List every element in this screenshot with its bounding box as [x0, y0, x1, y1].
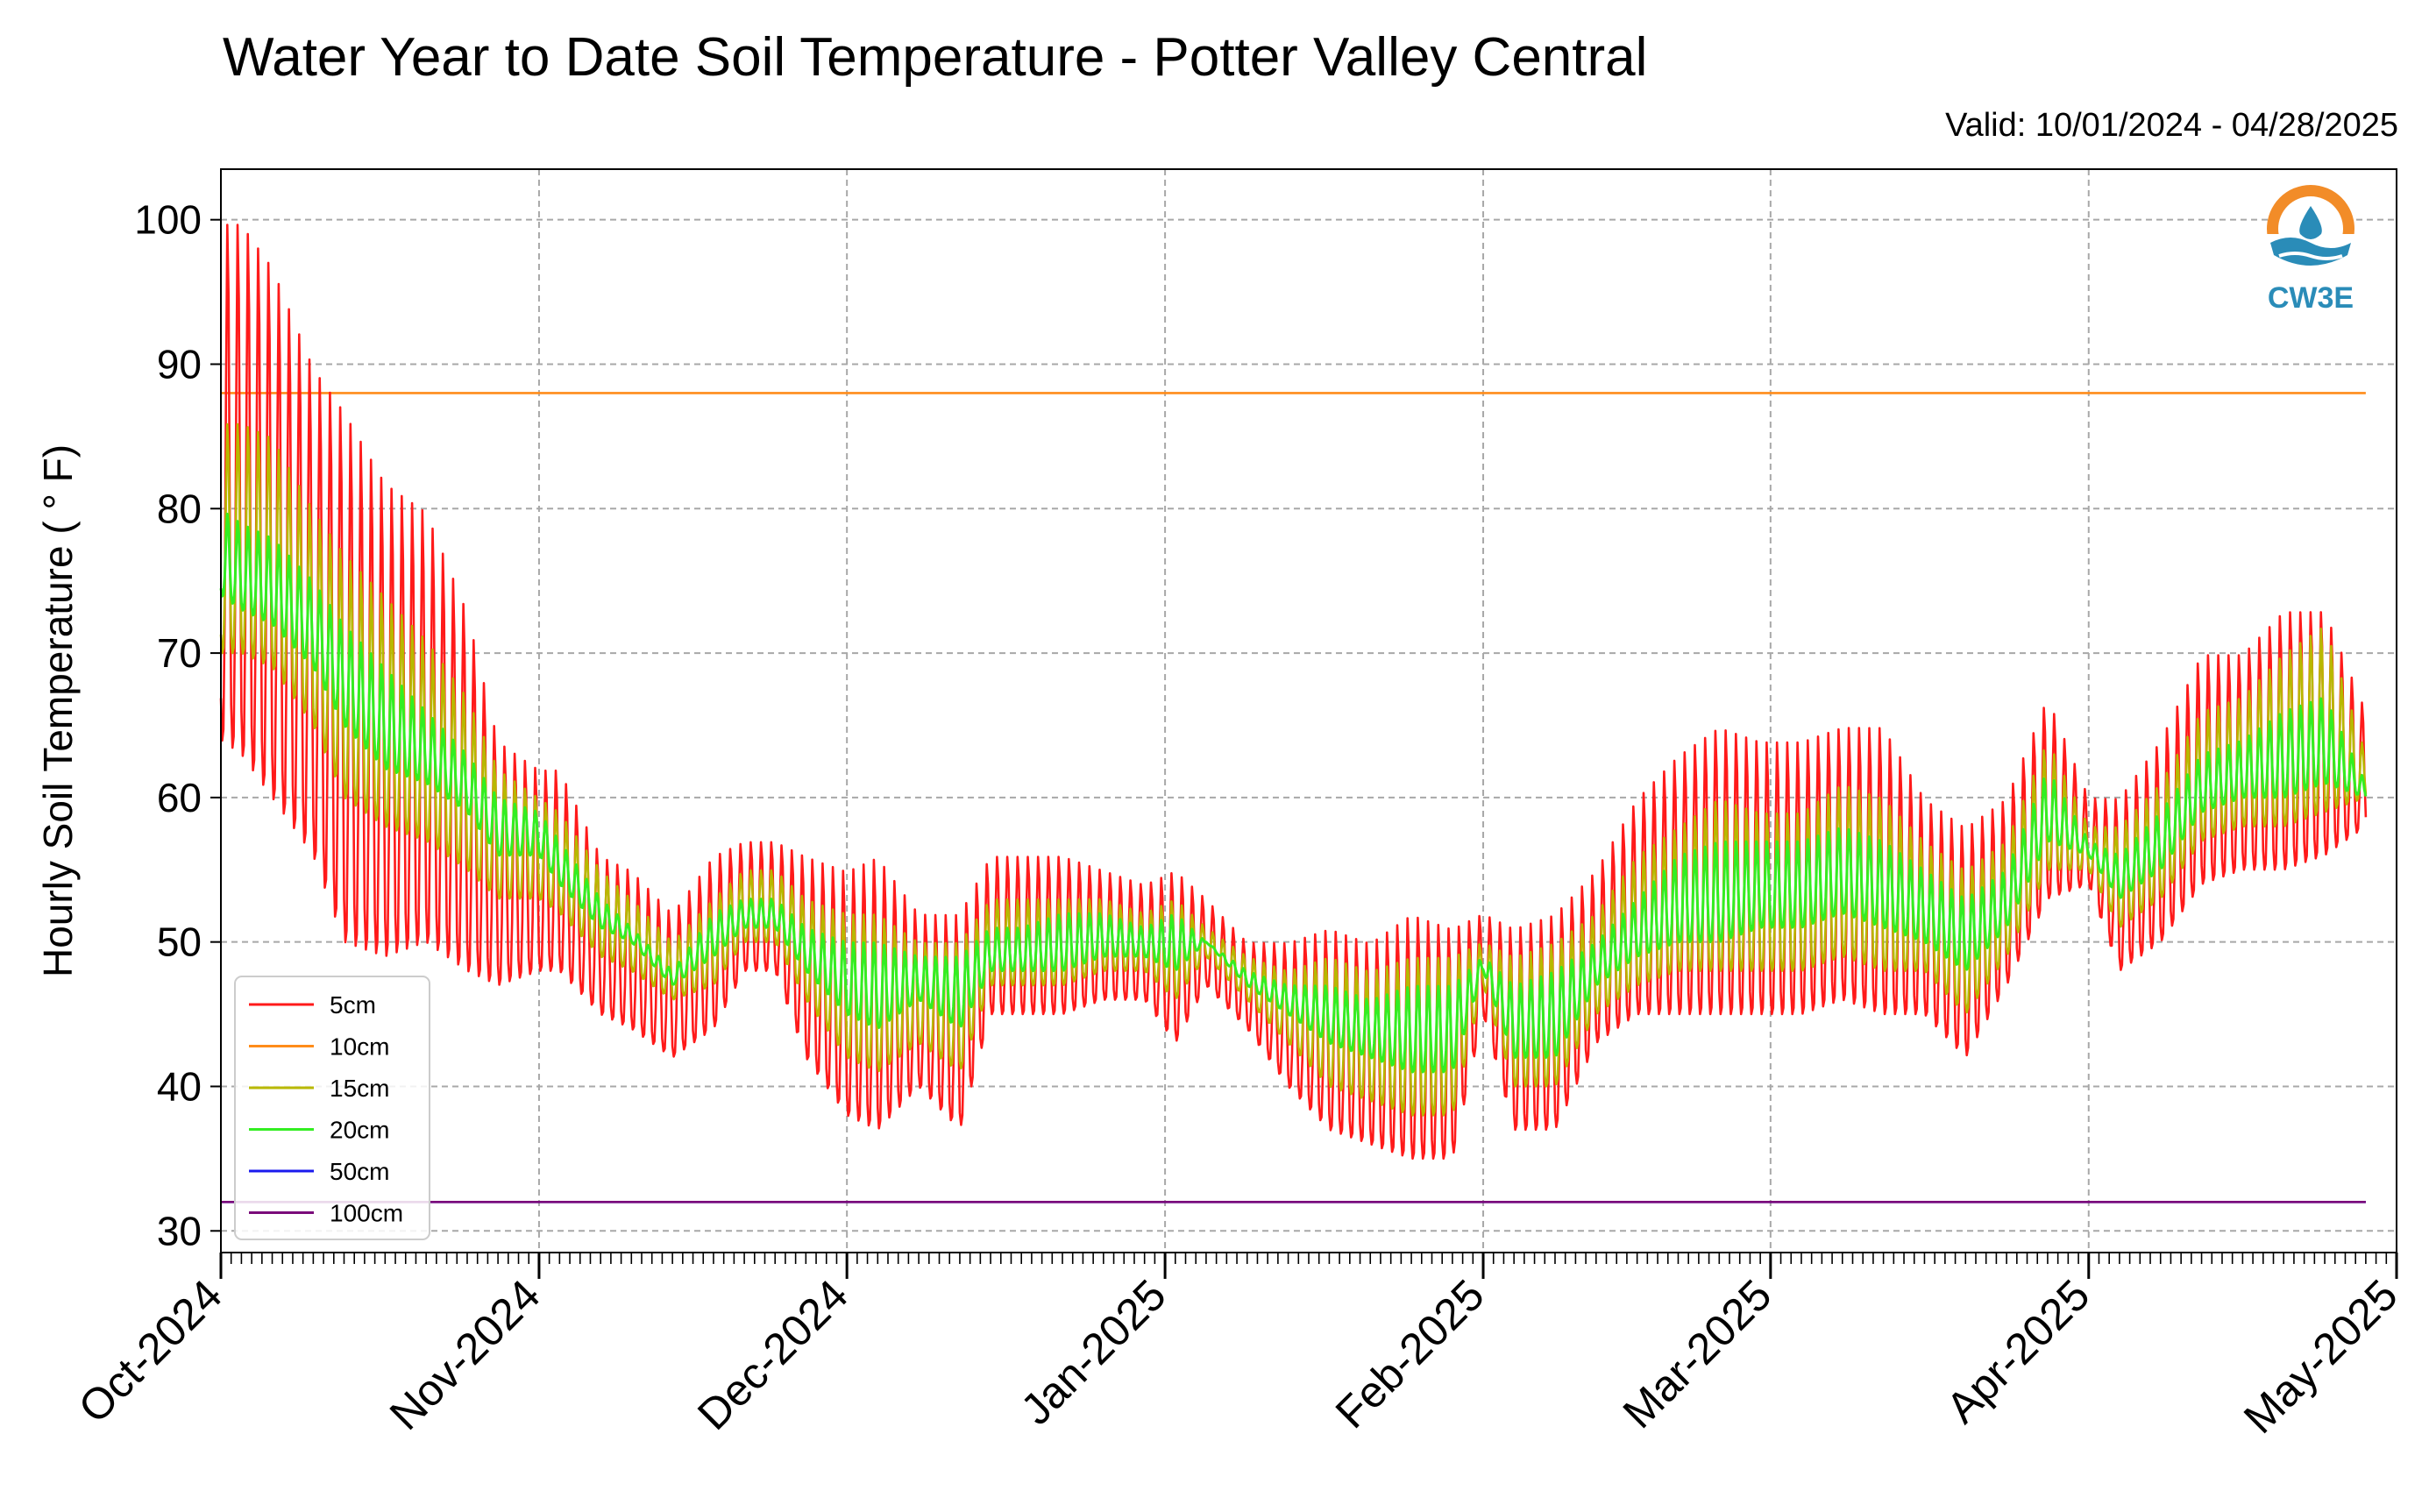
x-tick-label: Dec-2024: [688, 1270, 857, 1439]
water-drop-icon: [2299, 206, 2322, 239]
y-axis-label: Hourly Soil Temperature ( ° F): [35, 444, 81, 977]
series-layer: [219, 224, 2368, 1203]
x-tick-label: Mar-2025: [1614, 1270, 1781, 1437]
x-tick-label: Oct-2024: [69, 1270, 231, 1432]
legend-label: 20cm: [330, 1117, 389, 1144]
y-tick-label: 100: [134, 197, 202, 243]
logo-wave-line: [2278, 252, 2343, 260]
legend-label: 10cm: [330, 1033, 389, 1061]
y-tick-label: 30: [157, 1208, 202, 1253]
legend-label: 15cm: [330, 1075, 389, 1102]
cw3e-logo: CW3E: [2267, 185, 2354, 315]
valid-date-range: Valid: 10/01/2024 - 04/28/2025: [1945, 107, 2398, 144]
y-tick-label: 90: [157, 341, 202, 387]
legend-box: [234, 976, 430, 1240]
y-tick-label: 80: [157, 486, 202, 531]
y-tick-label: 50: [157, 919, 202, 965]
legend-label: 50cm: [330, 1158, 389, 1185]
legend-label: 5cm: [330, 991, 376, 1019]
legend: 5cm 10cm 15cm 20cm 50cm 100cm: [234, 976, 430, 1240]
series-line-20cm: [219, 512, 2368, 1074]
x-tick-label: Jan-2025: [1012, 1270, 1175, 1434]
x-tick-label: Apr-2025: [1936, 1270, 2099, 1432]
chart-title: Water Year to Date Soil Temperature - Po…: [223, 27, 1648, 88]
x-tick-label: Nov-2024: [380, 1270, 550, 1439]
legend-label: 100cm: [330, 1200, 403, 1227]
x-tick-label: May-2025: [2234, 1270, 2407, 1443]
logo-text: CW3E: [2268, 281, 2354, 315]
y-tick-label: 60: [157, 775, 202, 820]
x-tick-label: Feb-2025: [1326, 1270, 1494, 1437]
y-tick-label: 70: [157, 630, 202, 676]
y-tick-label: 40: [157, 1063, 202, 1109]
series-line-15cm: [219, 422, 2368, 1117]
